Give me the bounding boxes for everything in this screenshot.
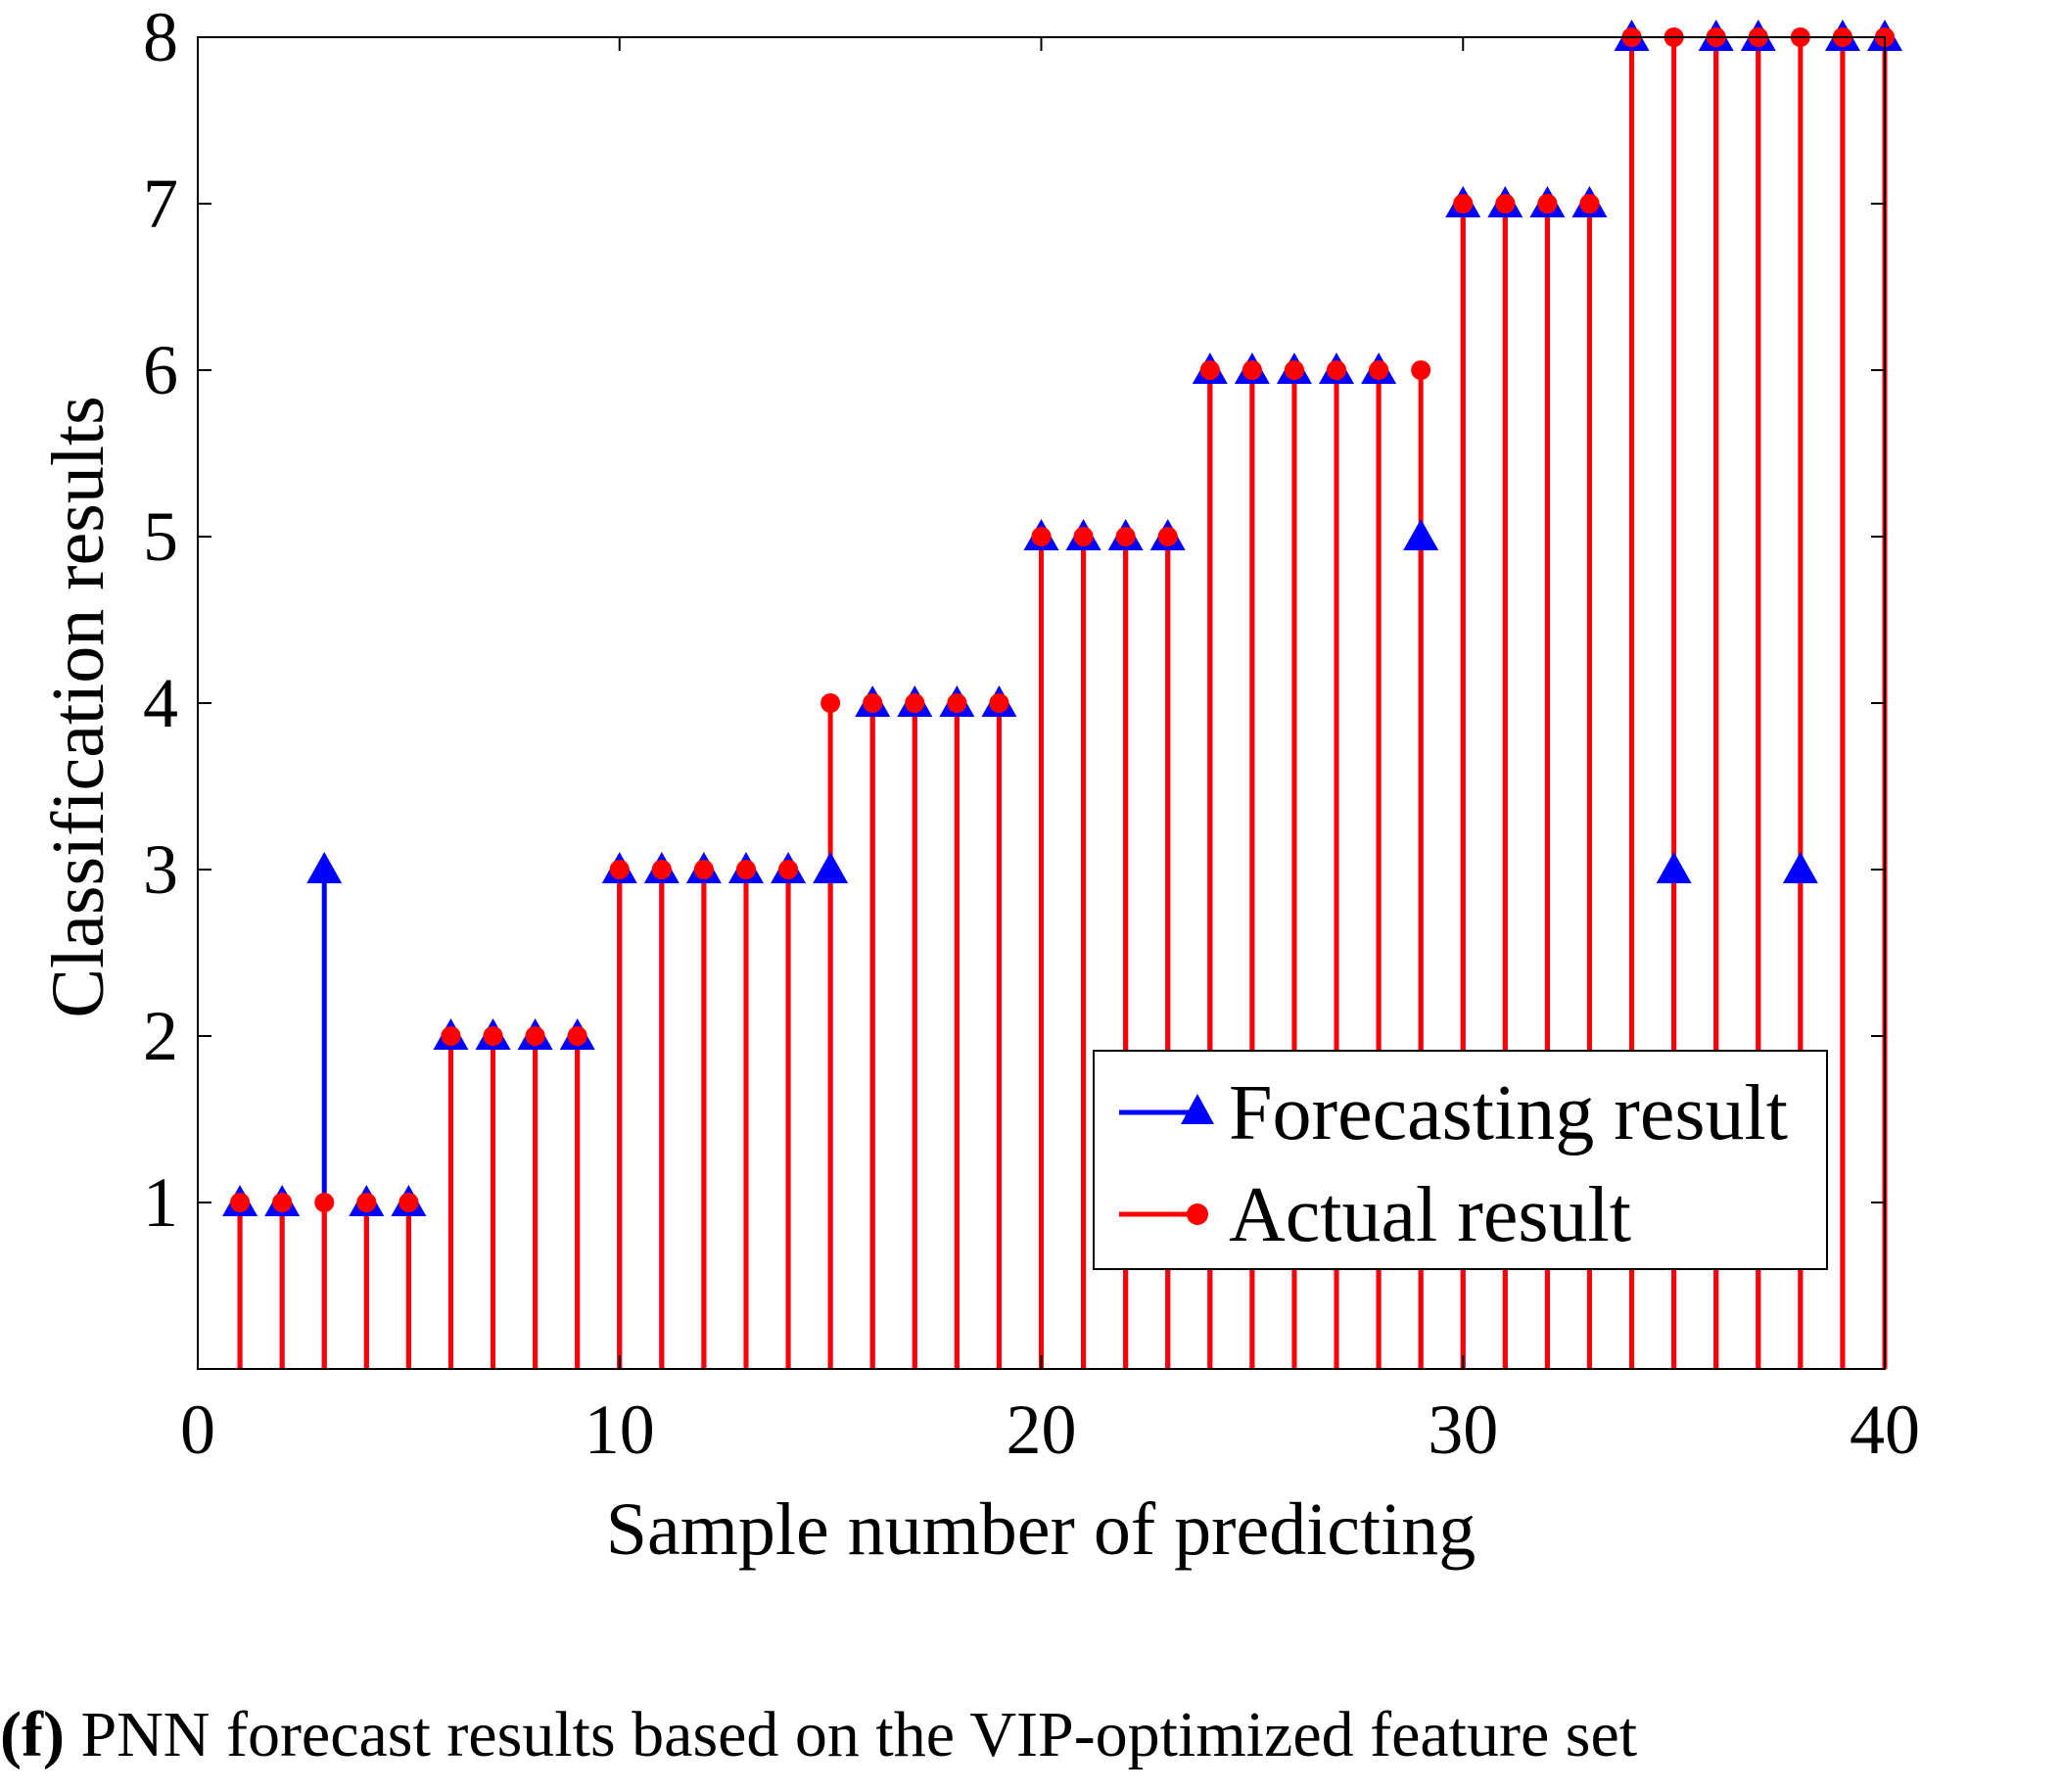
actual-point-overlay: [1579, 194, 1600, 213]
y-axis-label: Classification results: [37, 396, 119, 1017]
actual-point: [820, 693, 841, 713]
actual-point-overlay: [1284, 360, 1304, 380]
y-tick-label: 5: [143, 497, 178, 576]
actual-point-overlay: [483, 1026, 503, 1046]
actual-point-overlay: [1199, 360, 1220, 380]
stem-chart: 1 2 3 4 5 6 7 8 0 10 20 30 40 Sample number of pred…: [37, 0, 1920, 1571]
actual-point-overlay: [525, 1026, 545, 1046]
y-tick-label: 1: [143, 1163, 178, 1242]
actual-point-overlay: [863, 693, 883, 713]
actual-point-overlay: [1327, 360, 1347, 380]
actual-point-overlay: [1369, 360, 1389, 380]
actual-point-overlay: [651, 860, 672, 879]
x-axis-label: Sample number of predicting: [606, 1488, 1476, 1571]
actual-point: [314, 1193, 335, 1212]
legend-entry-forecasting: Forecasting result: [1119, 1070, 1788, 1156]
actual-point-overlay: [905, 693, 925, 713]
actual-point-overlay: [735, 860, 756, 879]
forecasting-point: [306, 852, 343, 883]
actual-markers: [230, 27, 1895, 1212]
y-tick-label: 3: [143, 830, 178, 909]
actual-point-overlay: [693, 860, 714, 879]
actual-point-overlay: [356, 1193, 377, 1212]
actual-point-overlay: [1242, 360, 1262, 380]
legend-label-forecasting: Forecasting result: [1229, 1070, 1788, 1156]
actual-point-overlay: [230, 1193, 251, 1212]
forecasting-point: [1656, 852, 1692, 883]
actual-point-overlay: [1453, 194, 1474, 213]
actual-point-overlay: [272, 1193, 293, 1212]
actual-point-overlay: [989, 693, 1009, 713]
y-tick-label: 6: [143, 331, 178, 409]
figure-caption: (f) PNN forecast results based on the VI…: [0, 1696, 2062, 1774]
x-axis: 0 10 20 30 40: [180, 37, 1920, 1469]
forecasting-point: [1782, 852, 1818, 883]
legend: Forecasting result Actual result: [1093, 1050, 1828, 1270]
y-axis: 1 2 3 4 5 6 7 8: [143, 0, 1885, 1242]
forecasting-point: [1403, 519, 1439, 550]
legend-box: [1093, 1050, 1828, 1270]
caption-text: PNN forecast results based on the VIP-op…: [64, 1699, 1638, 1770]
forecasting-markers: [222, 20, 1902, 1216]
caption-label: (f): [0, 1699, 65, 1770]
actual-point-overlay: [1115, 527, 1136, 546]
series-layer: [222, 20, 1902, 1369]
x-tick-label: 20: [1007, 1391, 1077, 1469]
forecasting-point: [813, 852, 849, 883]
actual-point-overlay: [609, 860, 630, 879]
actual-point-overlay: [398, 1193, 419, 1212]
actual-point-overlay: [947, 693, 967, 713]
x-tick-label: 10: [585, 1391, 655, 1469]
y-tick-label: 8: [143, 0, 178, 76]
actual-point-overlay: [441, 1026, 461, 1046]
legend-label-actual: Actual result: [1229, 1172, 1631, 1258]
legend-marker-circle: [1187, 1203, 1208, 1225]
y-tick-label: 7: [143, 165, 178, 243]
y-tick-label: 4: [143, 664, 178, 742]
actual-point-overlay: [1031, 527, 1052, 546]
actual-point-overlay: [1157, 527, 1178, 546]
actual-point-overlay: [778, 860, 799, 879]
x-tick-label: 30: [1428, 1391, 1498, 1469]
legend-marker-triangle: [1181, 1094, 1214, 1124]
actual-point-overlay: [1537, 194, 1558, 213]
y-tick-label: 2: [143, 997, 178, 1075]
x-tick-label: 0: [180, 1391, 215, 1469]
actual-point-overlay: [567, 1026, 587, 1046]
x-tick-label: 40: [1850, 1391, 1920, 1469]
actual-point-overlay: [1073, 527, 1094, 546]
actual-point-overlay: [1495, 194, 1516, 213]
legend-entry-actual: Actual result: [1119, 1172, 1631, 1258]
chart-container: 1 2 3 4 5 6 7 8 0 10 20 30 40 Sample number of pred…: [37, 0, 1920, 1571]
actual-point: [1411, 360, 1431, 380]
